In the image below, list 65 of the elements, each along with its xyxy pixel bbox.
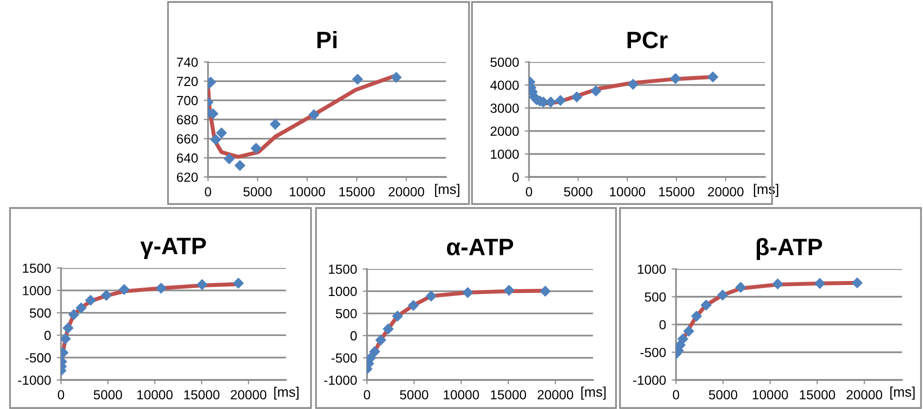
x-tick-label: 5000 [564, 187, 592, 196]
x-tick-label: 5000 [243, 187, 272, 196]
x-tick-label: 0 [526, 187, 532, 196]
x-tick-label: 10000 [290, 187, 325, 196]
x-axis-title: [ms] [754, 184, 778, 197]
x-tick-label: 20000 [388, 187, 424, 196]
x-tick-label: 15000 [184, 390, 220, 400]
x-tick-label: 5000 [708, 390, 738, 400]
x-tick-label: 15000 [339, 187, 375, 196]
x-tick-label: 0 [204, 187, 212, 196]
x-tick-label: 10000 [444, 390, 479, 400]
y-tick-label: 4000 [490, 80, 519, 90]
y-tick-label: 1000 [638, 264, 666, 274]
x-tick-label: 20000 [708, 187, 744, 196]
y-tick-label: -500 [25, 353, 51, 363]
y-tick-label: 720 [176, 76, 198, 86]
x-tick-label: 10000 [752, 390, 788, 400]
x-axis-title: [ms] [890, 386, 915, 400]
x-tick-label: 5000 [94, 390, 122, 400]
y-tick-label: 500 [336, 308, 357, 318]
chart-title: β-ATP [756, 238, 822, 260]
chart-title: Pi [317, 31, 336, 48]
x-tick-label: 5000 [400, 390, 428, 400]
y-tick-label: 740 [176, 58, 198, 67]
x-tick-label: 10000 [610, 187, 646, 196]
y-tick-label: -1000 [18, 376, 51, 385]
x-tick-label: 20000 [538, 390, 574, 400]
chart-title: γ-ATP [140, 238, 206, 259]
y-tick-label: 500 [30, 308, 51, 318]
y-tick-label: 1000 [328, 286, 357, 296]
y-tick-label: 620 [176, 172, 198, 182]
y-tick-label: 1500 [22, 264, 51, 273]
y-tick-label: 1000 [490, 150, 519, 159]
y-tick-label: 0 [44, 330, 51, 340]
y-tick-label: 0 [659, 320, 666, 330]
y-tick-label: 5000 [490, 58, 519, 67]
y-tick-label: 640 [176, 153, 198, 163]
x-tick-label: 20000 [230, 390, 266, 400]
chart-title: α-ATP [446, 238, 514, 256]
y-tick-label: 0 [512, 172, 519, 182]
chart-title: PCr [628, 32, 668, 48]
x-axis-title: [ms] [435, 184, 460, 197]
x-tick-label: 15000 [490, 390, 526, 400]
x-tick-label: 15000 [800, 390, 836, 400]
x-tick-label: 0 [672, 390, 680, 400]
y-tick-label: 660 [176, 134, 198, 144]
y-tick-label: 0 [350, 331, 357, 341]
y-tick-label: 1500 [328, 264, 357, 274]
x-axis-title: [ms] [274, 386, 299, 400]
y-tick-label: 680 [176, 115, 198, 124]
y-tick-label: 3000 [490, 104, 519, 113]
y-tick-label: 1000 [22, 286, 51, 296]
x-tick-label: 0 [58, 390, 64, 400]
y-tick-label: 500 [644, 292, 666, 302]
x-tick-label: 10000 [137, 390, 173, 400]
x-tick-label: 20000 [846, 390, 882, 400]
x-tick-label: 0 [364, 390, 370, 400]
y-tick-label: -500 [331, 353, 357, 363]
y-tick-label: -1000 [633, 376, 666, 385]
y-tick-label: 2000 [490, 126, 519, 136]
y-tick-label: -500 [640, 348, 666, 358]
x-axis-title: [ms] [581, 386, 606, 400]
y-tick-label: -1000 [324, 376, 357, 385]
x-tick-label: 15000 [659, 187, 694, 196]
y-tick-label: 700 [176, 96, 198, 106]
